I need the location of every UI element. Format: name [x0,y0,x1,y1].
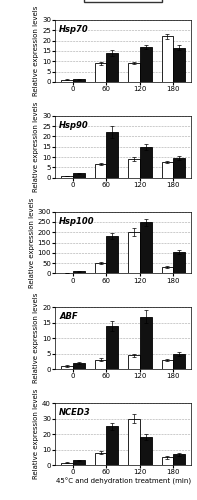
Bar [140,146,151,178]
Bar [61,80,73,82]
Bar [106,132,118,178]
Bar [95,360,106,369]
Bar [106,53,118,82]
Bar [173,252,185,274]
Bar [106,426,118,465]
Bar [61,366,73,369]
Bar [128,64,140,82]
X-axis label: 45°C and dehydration treatment (min): 45°C and dehydration treatment (min) [56,478,191,485]
Bar [162,360,173,369]
Y-axis label: Relative expression levels: Relative expression levels [33,293,39,384]
Bar [61,462,73,465]
Bar [61,176,73,178]
Bar [162,36,173,82]
Bar [173,354,185,369]
Bar [140,437,151,465]
Y-axis label: Relative expression levels: Relative expression levels [33,102,39,192]
Bar [128,418,140,465]
Bar [95,164,106,177]
Text: Hsp90: Hsp90 [59,120,89,130]
Bar [173,454,185,465]
Bar [73,460,85,465]
Y-axis label: Relative expression levels: Relative expression levels [33,389,39,480]
Text: Hsp70: Hsp70 [59,25,89,34]
Bar [106,326,118,369]
Text: NCED3: NCED3 [59,408,91,417]
Bar [140,47,151,82]
Y-axis label: Relative expression levels: Relative expression levels [33,6,39,96]
Bar [73,174,85,178]
Bar [128,356,140,369]
Bar [106,236,118,274]
Bar [140,222,151,274]
Legend: -Spm, +Spm: -Spm, +Spm [84,0,162,2]
Text: Hsp100: Hsp100 [59,216,95,226]
Text: ABF: ABF [59,312,78,322]
Bar [73,272,85,274]
Bar [73,363,85,369]
Bar [162,162,173,178]
Bar [140,316,151,369]
Bar [173,158,185,178]
Bar [128,159,140,178]
Bar [173,48,185,82]
Y-axis label: Relative expression levels: Relative expression levels [29,198,35,288]
Bar [128,232,140,274]
Bar [162,267,173,274]
Bar [95,263,106,274]
Bar [95,452,106,465]
Bar [73,80,85,82]
Bar [95,64,106,82]
Bar [162,458,173,465]
